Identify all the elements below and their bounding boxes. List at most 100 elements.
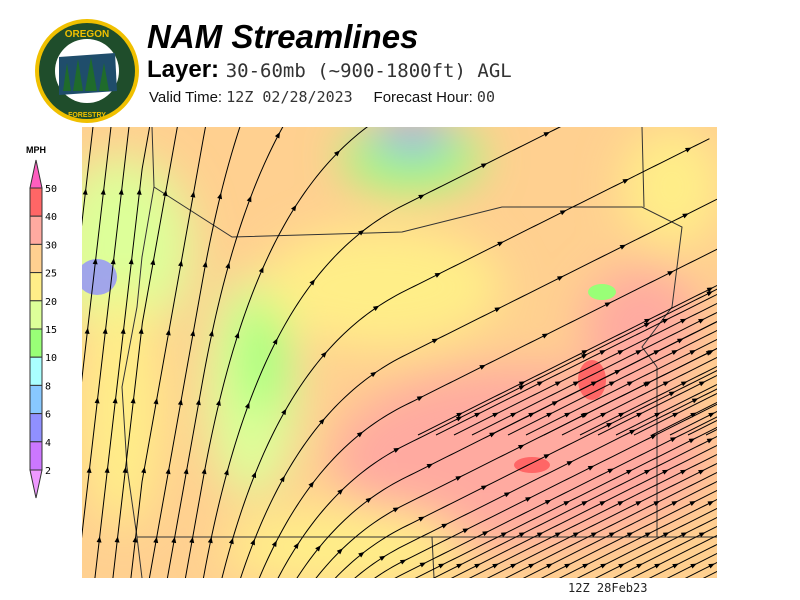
streamline	[633, 392, 717, 436]
streamline-arrow	[223, 468, 229, 476]
colorbar-top-arrow	[29, 159, 43, 189]
streamline-arrow	[92, 258, 98, 265]
streamline-arrow	[518, 381, 526, 387]
streamline-arrow	[337, 488, 344, 495]
streamline-arrow	[379, 555, 386, 561]
streamline	[648, 543, 717, 578]
streamline-map	[82, 127, 717, 578]
streamline-arrow	[497, 241, 504, 247]
valid-time-value: 12Z 02/28/2023	[226, 88, 353, 106]
streamline-arrow	[96, 536, 102, 543]
map-timestamp: 12Z 28Feb23	[568, 581, 648, 595]
streamline-arrow	[474, 563, 481, 569]
streamline-arrow	[244, 402, 250, 409]
colorbar-tick: 50	[45, 184, 57, 195]
streamline-arrow	[234, 332, 240, 339]
streamline-arrow	[510, 412, 517, 418]
streamline-arrow	[492, 563, 499, 569]
streamline	[702, 570, 717, 578]
streamline-arrow	[272, 338, 278, 345]
streamline-arrow	[480, 163, 488, 169]
streamline-arrow	[165, 467, 171, 475]
streamline-arrow	[132, 536, 138, 543]
streamline	[543, 347, 717, 436]
streamline	[597, 374, 717, 436]
streamline-arrow	[572, 532, 580, 538]
streamline-arrow	[82, 188, 88, 195]
streamline-arrow	[279, 475, 285, 483]
streamline-arrow	[251, 471, 257, 479]
streamline-arrow	[462, 528, 469, 534]
forecast-hour-label: Forecast Hour:	[373, 89, 473, 106]
streamline-arrow	[479, 364, 486, 370]
colorbar-box	[29, 243, 43, 274]
streamlines	[82, 127, 717, 578]
streamline-arrow	[358, 551, 365, 558]
streamline	[558, 498, 717, 578]
colorbar-box	[29, 413, 43, 443]
streamline-arrow	[293, 542, 299, 550]
streamline-arrow	[320, 351, 327, 358]
streamline-arrow	[356, 431, 364, 438]
colorbar-box	[29, 441, 43, 471]
streamline-arrow	[112, 397, 118, 404]
valid-time-info: Valid Time: 12Z 02/28/2023 Forecast Hour…	[149, 88, 495, 106]
streamline	[684, 561, 717, 578]
streamline-arrow	[190, 191, 196, 198]
streamline-arrow	[208, 330, 214, 337]
colorbar-box	[29, 300, 43, 330]
streamline	[630, 534, 717, 578]
streamline-arrow	[418, 516, 425, 522]
streamline-arrow	[480, 485, 488, 491]
wind-speed-fill	[82, 127, 717, 578]
streamline	[669, 410, 717, 436]
streamline-arrow	[183, 467, 189, 475]
streamline-arrow	[171, 536, 177, 544]
streamline-arrow	[536, 381, 544, 387]
streamline-arrow	[431, 338, 439, 344]
streamline-arrow	[318, 418, 325, 425]
streamline	[432, 435, 717, 578]
streamline-arrow	[165, 329, 171, 336]
streamline	[374, 403, 717, 578]
colorbar-tick: 40	[45, 212, 57, 223]
streamline	[184, 127, 368, 578]
streamline-arrow	[128, 258, 134, 265]
streamline-arrow	[416, 396, 424, 402]
streamline-arrow	[418, 194, 425, 200]
streamline-arrow	[250, 538, 255, 546]
layer-value: 30-60mb (~900-1800ft) AGL	[225, 60, 512, 82]
streamline	[612, 525, 717, 578]
streamline	[334, 370, 717, 578]
streamline-arrow	[225, 262, 231, 269]
colorbar-box	[29, 215, 43, 245]
streamline-arrow	[114, 536, 120, 543]
streamline-arrow	[518, 532, 526, 538]
streamline-arrow	[136, 188, 142, 195]
streamline-arrow	[177, 398, 183, 406]
wind-speed-colorbar: MPH 50 40 30 25 20 15 10 8 6 4 2	[26, 145, 57, 499]
colorbar-tick: 6	[45, 410, 51, 421]
forecast-hour-value: 00	[476, 88, 495, 106]
colorbar-box	[29, 384, 43, 415]
streamline	[594, 516, 717, 578]
streamline-arrow	[510, 563, 517, 569]
layer-label: Layer:	[147, 56, 220, 83]
streamline	[522, 480, 717, 578]
streamline-arrow	[372, 305, 380, 311]
oregon-department-of-forestry-logo: OREGON FORESTRY	[35, 19, 139, 123]
streamline-arrow	[554, 532, 562, 538]
streamline-arrow	[455, 475, 462, 481]
streamline	[576, 507, 717, 578]
streamline-arrow	[503, 492, 511, 498]
streamline-arrow	[271, 540, 277, 548]
streamline-arrow	[441, 523, 448, 529]
streamline-arrow	[581, 353, 588, 359]
streamline-arrow	[554, 381, 562, 387]
streamline-arrow	[217, 192, 223, 200]
streamline-arrow	[102, 327, 108, 334]
colorbar-box	[29, 272, 43, 302]
colorbar-box	[29, 356, 43, 386]
streamline-arrow	[215, 399, 221, 406]
streamline-arrow	[500, 532, 508, 538]
